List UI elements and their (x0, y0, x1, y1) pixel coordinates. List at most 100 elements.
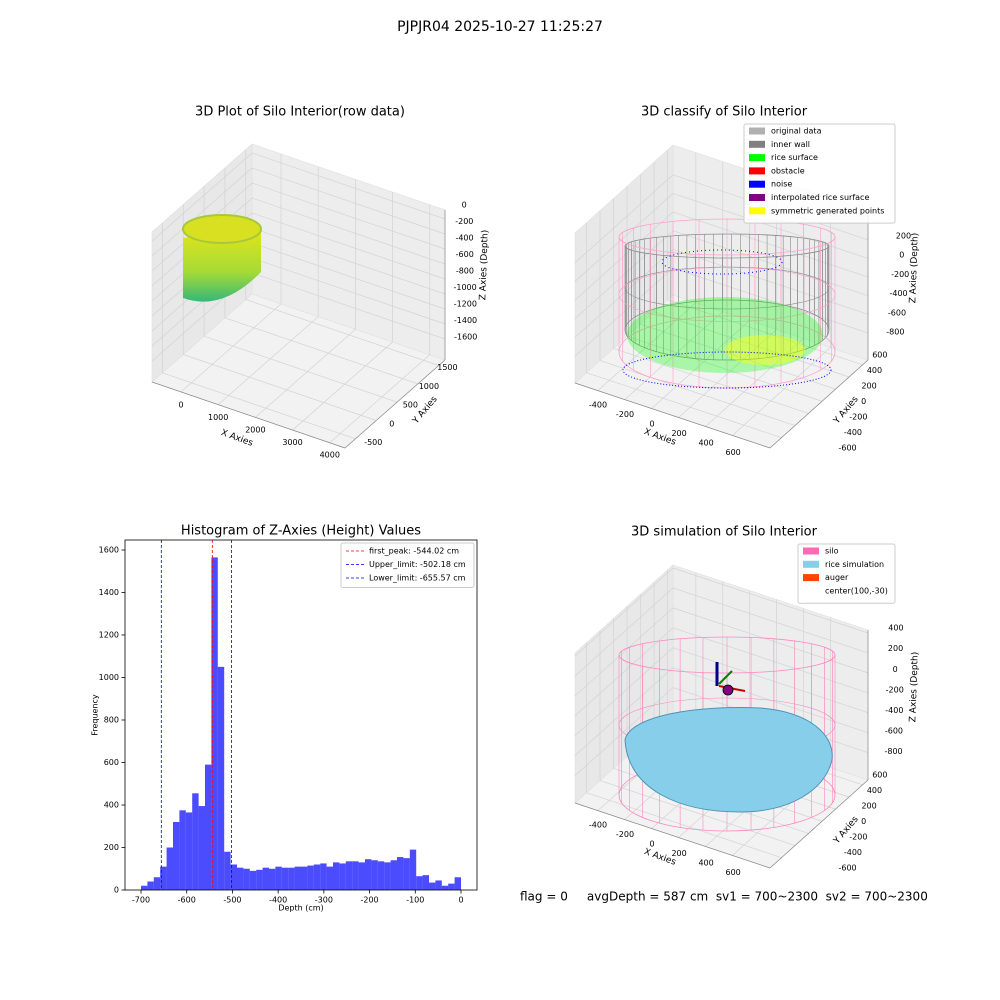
axis-line (574, 630, 869, 869)
tick-label: 1500 (437, 363, 457, 372)
grid-line (626, 186, 823, 402)
tick-label: 2000 (245, 425, 265, 434)
tick-label: 500 (403, 401, 418, 410)
tick-label: -200 (891, 270, 909, 279)
legend-label: rice simulation (825, 560, 884, 569)
tick-label: -1400 (454, 316, 477, 325)
legend-swatch (749, 194, 765, 201)
x-tick-label: -100 (406, 896, 424, 905)
grid-line (599, 210, 796, 426)
bar (256, 869, 263, 890)
bar (173, 821, 180, 890)
rice-region (627, 297, 823, 373)
grid-line (599, 630, 796, 846)
grid-line (151, 152, 446, 242)
tick-label: 1000 (208, 413, 228, 422)
grid-line (217, 166, 319, 405)
noise-ring (661, 249, 783, 275)
axis-label: Z Axies (Depth) (908, 233, 920, 304)
grid-line (574, 211, 869, 301)
axis-label: Y Axies (831, 814, 860, 846)
axis-label: Z Axies (Depth) (478, 230, 490, 301)
grid-line (574, 193, 869, 282)
tick-label: 4000 (320, 450, 340, 459)
grid-line (292, 192, 393, 431)
grid-line (162, 222, 356, 440)
bar (269, 868, 276, 890)
legend-label: obstacle (771, 166, 805, 175)
point-cloud (183, 228, 261, 302)
bar (403, 858, 410, 890)
tick-label: 0 (650, 840, 655, 849)
bar (230, 864, 237, 890)
bar (454, 877, 461, 890)
legend-label: center(100,-30) (825, 586, 888, 595)
grid-line (613, 198, 809, 414)
tick-label: 0 (178, 400, 183, 409)
axis-line (574, 210, 869, 449)
x-tick-label: -200 (360, 896, 378, 905)
bar (179, 810, 186, 890)
bar (205, 764, 212, 890)
bar (435, 880, 442, 890)
tick-label: 0 (899, 251, 904, 260)
bar (141, 885, 148, 890)
tick-label: -800 (886, 328, 904, 337)
grid-line (574, 627, 869, 717)
tick-label: -1600 (454, 332, 477, 341)
tick-label: 400 (698, 859, 713, 868)
x-tick-label: -300 (315, 896, 333, 905)
y-tick-label: 1000 (99, 673, 119, 682)
tick-label: -200 (616, 410, 634, 419)
bar (237, 867, 244, 890)
tick-label: -800 (456, 266, 474, 275)
tick-label: -400 (844, 848, 862, 857)
legend-swatch (749, 127, 765, 135)
axis-label: Y Axies (410, 394, 439, 426)
bar (147, 881, 154, 890)
tick-label: 600 (726, 868, 741, 877)
legend-label: first_peak: -544.02 cm (369, 547, 459, 556)
tick-label: 0 (861, 817, 866, 826)
bar (390, 860, 397, 890)
tick-label: 600 (872, 771, 887, 780)
auger-axis (718, 670, 733, 685)
tick-label: -800 (884, 747, 902, 756)
bar (422, 875, 429, 890)
tick-label: 200 (861, 802, 876, 811)
bar (441, 885, 449, 890)
bar (409, 849, 417, 890)
tick-label: -600 (888, 308, 906, 317)
bar (313, 864, 321, 890)
tick-label: 0 (893, 665, 898, 674)
tick-label: 200 (896, 231, 911, 240)
legend-swatch (749, 180, 765, 188)
legend-label: Upper_limit: -502.18 cm (369, 560, 466, 569)
legend-label: inner wall (771, 140, 810, 149)
legend-label: symmetric generated points (771, 206, 884, 215)
wire-ring (618, 636, 836, 674)
footer-text: flag = 0 avgDepth = 587 cm sv1 = 700~230… (520, 890, 928, 904)
noise-ring (622, 351, 832, 389)
bar (153, 877, 161, 890)
chart-title: Histogram of Z-Axies (Height) Values (181, 524, 421, 539)
tick-label: -1200 (454, 299, 477, 308)
tick-label: -400 (885, 706, 903, 715)
tick-label: 0 (389, 419, 394, 428)
legend-swatch (803, 560, 819, 568)
grid-line (597, 152, 697, 391)
tick-label: -600 (456, 250, 474, 259)
grid-line (574, 647, 869, 736)
bar (371, 860, 378, 890)
grid-line (255, 179, 356, 418)
bar (320, 863, 327, 890)
tick-label: -400 (589, 401, 607, 410)
tick-label: -200 (849, 832, 867, 841)
wire-ring (618, 267, 836, 322)
tick-label: 3000 (282, 438, 302, 447)
symmetric-region (725, 335, 805, 365)
legend-label: silo (825, 547, 839, 556)
y-tick-label: 200 (104, 843, 119, 852)
bar (429, 882, 436, 890)
tick-label: -400 (889, 289, 907, 298)
